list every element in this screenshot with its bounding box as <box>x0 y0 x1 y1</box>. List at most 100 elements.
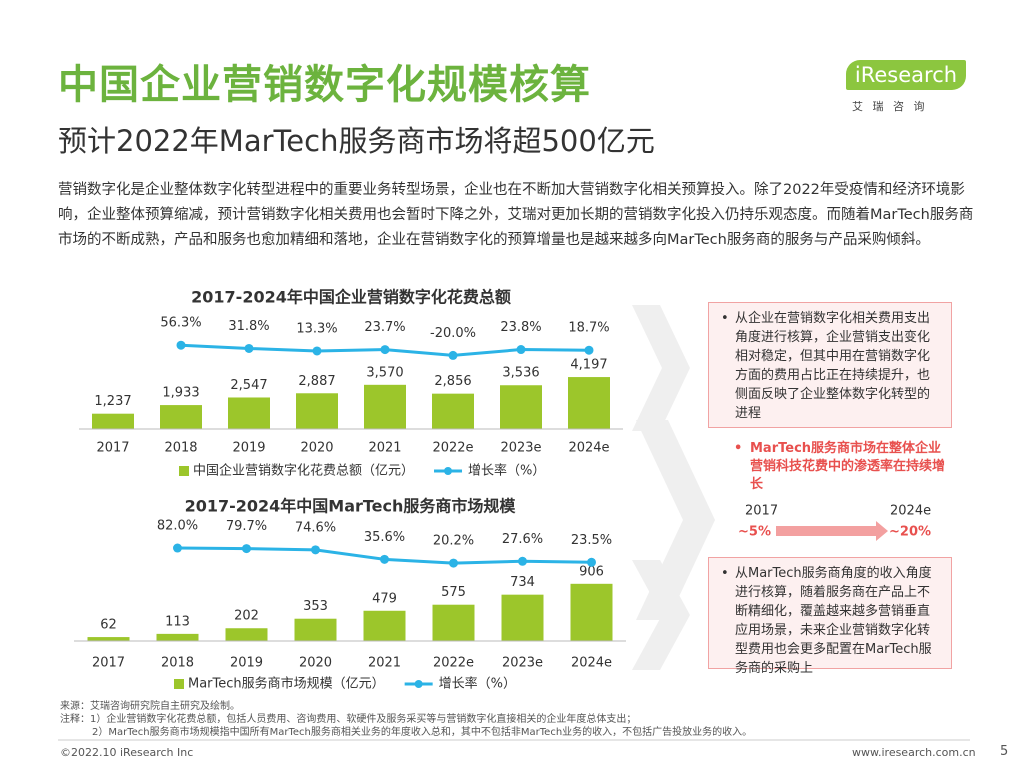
value-label: 56.3% <box>160 316 201 331</box>
source: 来源：艾瑞咨询研究院自主研究及绘制。 <box>60 701 240 712</box>
value-label: 79.7% <box>226 519 267 534</box>
value-label: 575 <box>441 585 466 600</box>
value-label: 1,237 <box>94 394 131 409</box>
legend-marker <box>414 680 423 688</box>
x-tick-label: 2022e <box>432 441 473 456</box>
legend-swatch <box>179 466 189 476</box>
x-tick-label: 2017 <box>92 656 125 671</box>
line-point <box>448 350 458 360</box>
url: www.iresearch.com.cn <box>852 746 976 759</box>
x-tick-label: 2017 <box>96 441 129 456</box>
value-label: 113 <box>165 614 190 629</box>
logo: iResearch <box>854 63 958 87</box>
timeline-from-value: ~5% <box>738 525 771 540</box>
x-tick-label: 2021 <box>368 656 401 671</box>
bar <box>92 413 134 429</box>
legend-label: 增长率（%） <box>439 676 516 692</box>
value-label: 3,536 <box>502 366 539 381</box>
value-label: 202 <box>234 609 259 624</box>
value-label: 353 <box>303 599 328 614</box>
value-label: 18.7% <box>568 321 609 336</box>
x-tick-label: 2024e <box>568 441 609 456</box>
value-label: 74.6% <box>295 520 336 535</box>
note: 注释：1）企业营销数字化花费总额，包括人员费用、咨询费用、软硬件及服务采买等与营… <box>60 714 637 725</box>
x-tick-label: 2018 <box>164 441 197 456</box>
value-label: 906 <box>579 564 604 579</box>
legend-label: 增长率（%） <box>468 463 545 479</box>
bar <box>225 628 268 641</box>
line-point <box>311 545 320 555</box>
bar <box>500 385 542 429</box>
legend-swatch <box>174 679 184 689</box>
value-label: 2,547 <box>230 378 267 393</box>
x-tick-label: 2024e <box>571 656 612 671</box>
legend-label: 中国企业营销数字化花费总额（亿元） <box>193 463 414 479</box>
copyright: ©2022.10 iResearch Inc <box>60 746 194 759</box>
bar <box>228 397 270 429</box>
line-point <box>380 345 390 355</box>
timeline-to-year: 2024e <box>890 504 931 519</box>
chart-title: 2017-2024年中国企业营销数字化花费总额 <box>191 288 511 307</box>
bar <box>570 583 613 641</box>
chevron <box>632 560 690 670</box>
value-label: 4,197 <box>570 358 607 373</box>
line-point <box>173 543 182 553</box>
line-point <box>380 554 389 564</box>
page-subtitle: 预计2022年MarTech服务商市场将超500亿元 <box>58 124 655 158</box>
value-label: 23.5% <box>571 533 612 548</box>
x-tick-label: 2021 <box>368 441 401 456</box>
bar <box>156 633 199 641</box>
x-tick-label: 2020 <box>299 656 332 671</box>
value-label: 479 <box>372 591 397 606</box>
line-point <box>244 343 254 353</box>
line-point <box>518 556 527 566</box>
timeline-arrow <box>876 521 888 541</box>
intro: 营销数字化是企业整体数字化转型进程中的重要业务转型场景，企业也在不断加大营销数字… <box>58 182 974 248</box>
value-label: 23.7% <box>364 320 405 335</box>
value-label: 27.6% <box>502 532 543 547</box>
bar <box>160 405 202 429</box>
line-point <box>516 345 526 355</box>
note-box: 从企业在营销数字化相关费用支出角度进行核算，企业营销支出变化相对稳定，但其中用在… <box>708 302 952 428</box>
value-label: 734 <box>510 575 535 590</box>
value-label: 1,933 <box>162 386 199 401</box>
value-label: -20.0% <box>430 326 476 341</box>
x-tick-label: 2022e <box>433 656 474 671</box>
value-label: 35.6% <box>364 530 405 545</box>
value-label: 31.8% <box>228 319 269 334</box>
page-title: 中国企业营销数字化规模核算 <box>58 62 591 108</box>
page-number: 5 <box>1000 744 1009 759</box>
bar <box>432 393 474 429</box>
timeline-to-value: ~20% <box>889 525 931 540</box>
chart-title: 2017-2024年中国MarTech服务商市场规模 <box>185 497 517 516</box>
line-point <box>587 557 596 567</box>
value-label: 20.2% <box>433 534 474 549</box>
value-label: 2,887 <box>298 374 335 389</box>
x-tick-label: 2018 <box>161 656 194 671</box>
legend-label: MarTech服务商市场规模（亿元） <box>188 676 385 692</box>
bar <box>296 393 338 429</box>
bar <box>501 594 544 641</box>
line-point <box>449 558 458 568</box>
logo-sub: 艾 瑞 咨 询 <box>852 100 928 113</box>
value-label: 13.3% <box>296 321 337 336</box>
bar <box>568 377 610 429</box>
timeline-from-year: 2017 <box>745 504 778 519</box>
logo-badge: iResearch <box>846 60 966 90</box>
bar <box>363 610 406 641</box>
line-point <box>584 345 594 355</box>
note-box: 从MarTech服务商角度的收入角度进行核算，随着服务商在产品上不断精细化，覆盖… <box>708 557 952 676</box>
x-tick-label: 2019 <box>232 441 265 456</box>
bar <box>364 384 406 429</box>
line-point <box>176 340 186 350</box>
bar <box>432 604 475 641</box>
chevron <box>632 305 690 431</box>
x-tick-label: 2023e <box>502 656 543 671</box>
x-tick-label: 2019 <box>230 656 263 671</box>
x-tick-label: 2023e <box>500 441 541 456</box>
line-point <box>242 544 251 554</box>
note: 2）MarTech服务商市场规模指中国所有MarTech服务商相关业务的年度收入… <box>92 727 753 738</box>
value-label: 23.8% <box>500 320 541 335</box>
